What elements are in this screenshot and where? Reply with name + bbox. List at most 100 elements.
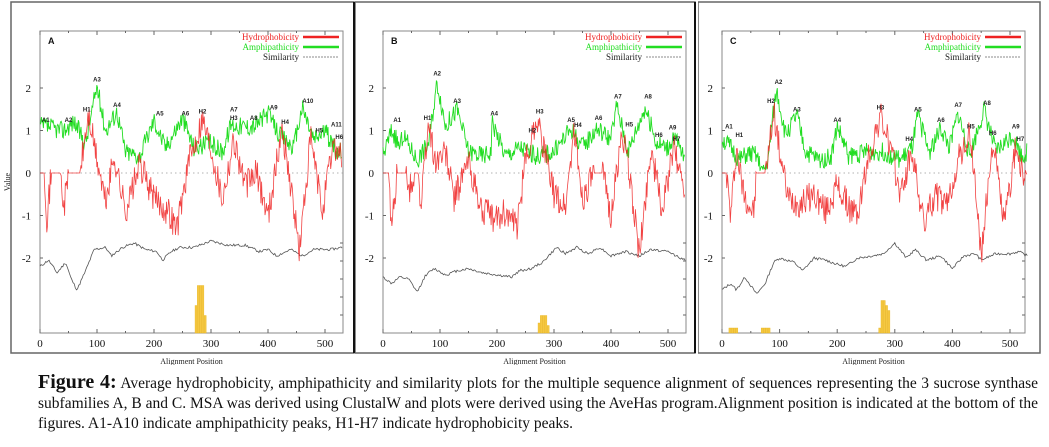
peak-label: A5 xyxy=(567,118,575,124)
peak-label: A6 xyxy=(595,116,603,122)
peak-label: A11 xyxy=(331,122,342,128)
hydrophobicity-line xyxy=(383,117,685,258)
amphipathicity-line xyxy=(721,88,1028,171)
x-tick-label: 100 xyxy=(432,338,449,350)
peak-label: H5 xyxy=(625,122,633,128)
peak-label: H6 xyxy=(989,131,997,137)
peak-label: H2 xyxy=(199,110,207,116)
x-tick-label: 500 xyxy=(317,338,334,350)
peak-label: A2 xyxy=(433,71,441,77)
peak-label: A9 xyxy=(1012,124,1020,130)
x-tick-label: 300 xyxy=(203,338,220,350)
peak-label: A8 xyxy=(644,95,652,101)
peak-label: A1 xyxy=(725,124,733,130)
panel-a: 0 100 200 300 400 500 2 1 0 -1 -2 Value Alignment Po… xyxy=(0,0,355,365)
peak-label: A6 xyxy=(182,112,190,118)
y-tick-label: -2 xyxy=(704,253,713,265)
similarity-bar xyxy=(546,325,550,334)
x-axis-label: Alignment Position xyxy=(503,357,565,365)
similarity-bar xyxy=(878,327,881,334)
peak-label: A4 xyxy=(490,112,498,118)
legend-similarity-label: Similarity xyxy=(606,52,643,62)
panel-letter: A xyxy=(48,36,55,46)
similarity-bar xyxy=(733,327,736,334)
peak-label: H3 xyxy=(230,116,238,122)
y-axis-label: Value xyxy=(3,172,12,191)
peak-label: A7 xyxy=(614,95,622,101)
x-tick-label: 400 xyxy=(944,338,961,350)
similarity-line xyxy=(39,239,343,291)
peak-label: H5 xyxy=(967,124,975,130)
legend-similarity-label: Similarity xyxy=(945,52,982,62)
similarity-bar xyxy=(544,315,548,334)
peak-label: H3 xyxy=(536,110,544,116)
similarity-bar xyxy=(760,327,764,334)
y-tick-label: -1 xyxy=(704,211,713,223)
y-tick-label: -1 xyxy=(365,211,374,223)
chart-panel-a: 0 100 200 300 400 500 2 1 0 -1 -2 Value Alignment Po… xyxy=(3,1,355,365)
legend-amphipathicity-label: Amphipathicity xyxy=(586,42,643,52)
y-tick-label: 0 xyxy=(369,168,375,180)
panel-letter: C xyxy=(730,36,737,46)
peak-label: A9 xyxy=(270,105,278,111)
legend-amphipathicity-label: Amphipathicity xyxy=(925,42,982,52)
peak-label: A7 xyxy=(954,103,962,109)
x-axis-label: Alignment Position xyxy=(842,357,904,365)
y-tick-label: 0 xyxy=(708,168,714,180)
peak-label: A3 xyxy=(793,107,801,113)
similarity-line xyxy=(721,241,1028,294)
similarity-line xyxy=(382,245,686,292)
y-tick-label: 1 xyxy=(369,126,375,138)
peak-label: A3 xyxy=(453,99,461,105)
peak-label: A1 xyxy=(393,118,401,124)
peak-label: A5 xyxy=(914,107,922,113)
y-tick-label: -2 xyxy=(365,253,374,265)
similarity-bar xyxy=(728,327,732,334)
y-tick-label: 1 xyxy=(26,126,32,138)
figure-caption: Figure 4: Average hydrophobicity, amphip… xyxy=(38,372,1038,434)
amphipathicity-line xyxy=(39,84,343,165)
x-tick-label: 400 xyxy=(260,338,277,350)
peak-label: A6 xyxy=(937,118,945,124)
similarity-bar xyxy=(735,327,739,334)
amphipathicity-line xyxy=(382,80,686,168)
x-axis-label: Alignment Position xyxy=(160,357,222,365)
peak-label: A10 xyxy=(302,99,314,105)
legend-hydrophobicity-label: Hydrophobicity xyxy=(585,32,642,42)
x-tick-label: 500 xyxy=(1002,338,1019,350)
legend-hydrophobicity-label: Hydrophobicity xyxy=(242,32,299,42)
hydrophobicity-line xyxy=(722,102,1028,263)
x-tick-label: 300 xyxy=(546,338,563,350)
y-tick-label: 2 xyxy=(26,83,32,95)
panel-frame xyxy=(355,1,696,354)
peak-label: A2 xyxy=(775,80,783,86)
y-tick-label: -1 xyxy=(22,211,31,223)
similarity-bar xyxy=(883,300,886,334)
peak-label: H2 xyxy=(529,129,537,135)
x-tick-label: 200 xyxy=(146,338,163,350)
peak-label: H7 xyxy=(673,137,681,143)
peak-label: H2 xyxy=(767,99,775,105)
similarity-bar xyxy=(201,285,205,334)
y-tick-label: 0 xyxy=(26,168,32,180)
y-tick-label: -2 xyxy=(22,253,31,265)
similarity-bar xyxy=(765,327,768,334)
x-tick-label: 0 xyxy=(719,338,725,350)
peak-label: A7 xyxy=(230,107,238,113)
peak-label: H1 xyxy=(83,107,91,113)
peak-label: A1 xyxy=(42,118,50,124)
peak-label: A2 xyxy=(65,118,73,124)
similarity-bar xyxy=(203,315,207,334)
plot-area xyxy=(382,30,687,334)
peak-label: H6 xyxy=(335,135,343,141)
similarity-bar xyxy=(194,305,198,334)
caption-text: Average hydrophobicity, amphipathicity a… xyxy=(38,375,1039,432)
similarity-bar xyxy=(197,285,200,334)
peak-label: A4 xyxy=(113,103,121,109)
x-tick-label: 100 xyxy=(771,338,788,350)
caption-label: Figure 4: xyxy=(38,371,117,393)
